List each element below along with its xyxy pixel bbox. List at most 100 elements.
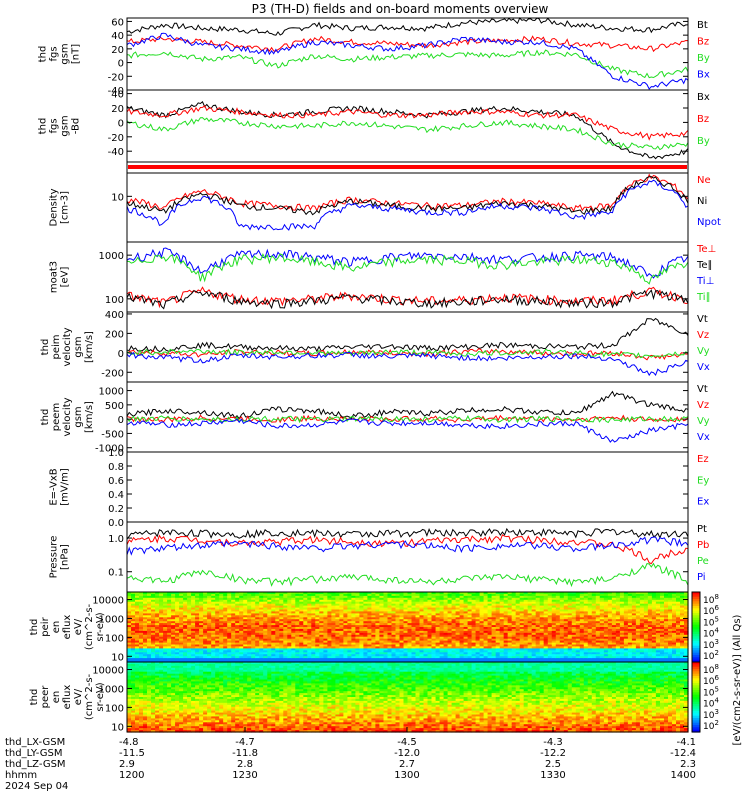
panel-2-ytick-label: -40 [108, 147, 124, 158]
panel-3-ylabel: [cm-3] [60, 191, 71, 224]
panel-4-legend-3: Ti⊥ [696, 276, 714, 287]
panel-4-legend-4: Ti∥ [696, 292, 711, 303]
panel-2-ytick-label: 40 [111, 90, 124, 101]
panel-3-ytick-label: 10 [111, 192, 124, 203]
panel-5-ytick-label: 400 [105, 310, 124, 321]
panel-6-ytick-label: 0 [118, 415, 124, 426]
panel-6-ytick-label: 1000 [99, 387, 124, 398]
panel-7-ytick-label: 0.4 [108, 490, 124, 501]
panel-1-series-by [127, 50, 688, 78]
panel-5-ylabel: [km/s] [84, 331, 95, 363]
panel-2-ylabel: thd [38, 118, 49, 135]
panel-2-ylabel: fgs [49, 118, 60, 133]
panel-6-legend-4: Vx [697, 432, 710, 443]
panel-4-ylabel: moat3 [49, 261, 60, 293]
panel-5-legend-1: Vt [697, 314, 708, 325]
panel-2-series-by [127, 118, 688, 150]
panel-5-ylabel: velocity [62, 327, 73, 366]
panel-8-series-pt [127, 529, 688, 539]
panel-7-ytick-label: 1.0 [108, 448, 124, 459]
panel-4-ylabel: [eV] [60, 267, 71, 288]
panel-6-ylabel: gsm [73, 406, 84, 427]
mode-bar [128, 165, 687, 169]
panel-4-series-ti [127, 248, 688, 278]
panel-7-ytick-label: 0.2 [108, 504, 124, 515]
panel-1-ytick-label: 20 [111, 45, 124, 56]
panel-8-legend-2: Pb [697, 540, 709, 551]
panel-6-ylabel: thd [40, 409, 51, 426]
panel-1-ytick-label: -20 [108, 72, 124, 83]
panel-6-ylabel: peem [51, 403, 62, 431]
panel-4-ytick-label: 1000 [99, 251, 124, 262]
panel-5-legend-4: Vx [697, 362, 710, 373]
panel-2-legend-1: Bx [697, 92, 710, 103]
panel-8-legend-1: Pt [697, 524, 707, 535]
panel-3-frame [127, 173, 688, 242]
panel-4-ytick-label: 100 [105, 295, 124, 306]
panel-2-ylabel: gsm [60, 115, 71, 136]
panel-3-series-ne [127, 175, 688, 211]
chart-title: P3 (TH-D) fields and on-board moments ov… [252, 2, 549, 16]
panel-1-ylabel: gsm [60, 43, 71, 64]
panel-4-series-te [127, 290, 688, 308]
panel-7-frame [127, 452, 688, 522]
panel-8-ytick-label: 1.0 [108, 534, 124, 545]
panel-3-ylabel: Density [49, 188, 60, 226]
panel-2-legend-3: By [697, 136, 710, 147]
panel-3-legend-1: Ne [697, 175, 711, 186]
panel-1-legend-4: Bx [697, 70, 710, 81]
panel-6-series-vx [127, 419, 688, 442]
panel-6-legend-1: Vt [697, 384, 708, 395]
panel-8-legend-3: Pe [697, 556, 709, 567]
panel-2-ytick-label: 0 [118, 118, 124, 129]
panel-5-ytick-label: -200 [101, 368, 124, 379]
panel-8-legend-4: Pi [697, 572, 706, 583]
panel-2-ytick-label: -20 [108, 133, 124, 144]
panel-3-series-npot [127, 180, 688, 230]
panel-2-ytick-label: 20 [111, 104, 124, 115]
panel-5-ylabel: thd [40, 339, 51, 356]
panel-5-ylabel: gsm [73, 336, 84, 357]
panel-4-series-te [127, 287, 688, 306]
panel-7-ylabel: [mV/m] [60, 468, 71, 506]
panel-2-legend-2: Bz [697, 114, 709, 125]
panel-2-series-bx [127, 102, 688, 159]
panel-1-ytick-label: 40 [111, 31, 124, 42]
panel-8-ylabel: [nPa] [60, 544, 71, 570]
panel-6-ytick-label: -500 [101, 429, 124, 440]
panel-7-ytick-label: 0.0 [108, 518, 124, 529]
panel-1-ytick-label: 0 [118, 59, 124, 70]
panel-6-legend-3: Vy [697, 416, 710, 427]
panel-5-ylabel: peim [51, 334, 62, 359]
panel-6-ytick-label: 500 [105, 401, 124, 412]
panel-7-ylabel: E=-VxB [49, 468, 60, 505]
panel-7-ytick-label: 0.6 [108, 476, 124, 487]
panel-7-legend-3: Ex [697, 497, 709, 508]
panel-1-ylabel: fgs [49, 46, 60, 61]
panel-1-frame [127, 18, 688, 90]
panel-2-ylabel: -Bd [71, 118, 82, 134]
panel-7-legend-2: Ey [697, 475, 709, 486]
panel-5-legend-3: Vy [697, 346, 710, 357]
panel-3-legend-3: Npot [697, 217, 721, 228]
panel-1-ytick-label: 60 [111, 17, 124, 28]
panel-6-legend-2: Vz [697, 400, 709, 411]
panel-4-legend-2: Te∥ [696, 260, 713, 271]
panel-6-series-vt [127, 392, 688, 419]
panel-4-series-ti [127, 254, 688, 284]
panel-1-series-bt [127, 18, 688, 35]
panel-5-ytick-label: 200 [105, 329, 124, 340]
panel-1-ylabel: [nT] [71, 44, 82, 64]
panel-5-ytick-label: 0 [118, 349, 124, 360]
panel-8-series-pe [127, 564, 688, 586]
panel-7-ytick-label: 0.8 [108, 462, 124, 473]
panel-4-legend-1: Te⊥ [696, 244, 716, 255]
panel-3-legend-2: Ni [697, 196, 707, 207]
panel-8-ytick-label: 0.1 [108, 568, 124, 579]
panel-1-ylabel: thd [38, 46, 49, 63]
panel-2-series-bz [127, 106, 688, 140]
panel-1-legend-2: Bz [697, 37, 709, 48]
panel-6-ylabel: [km/s] [84, 401, 95, 433]
